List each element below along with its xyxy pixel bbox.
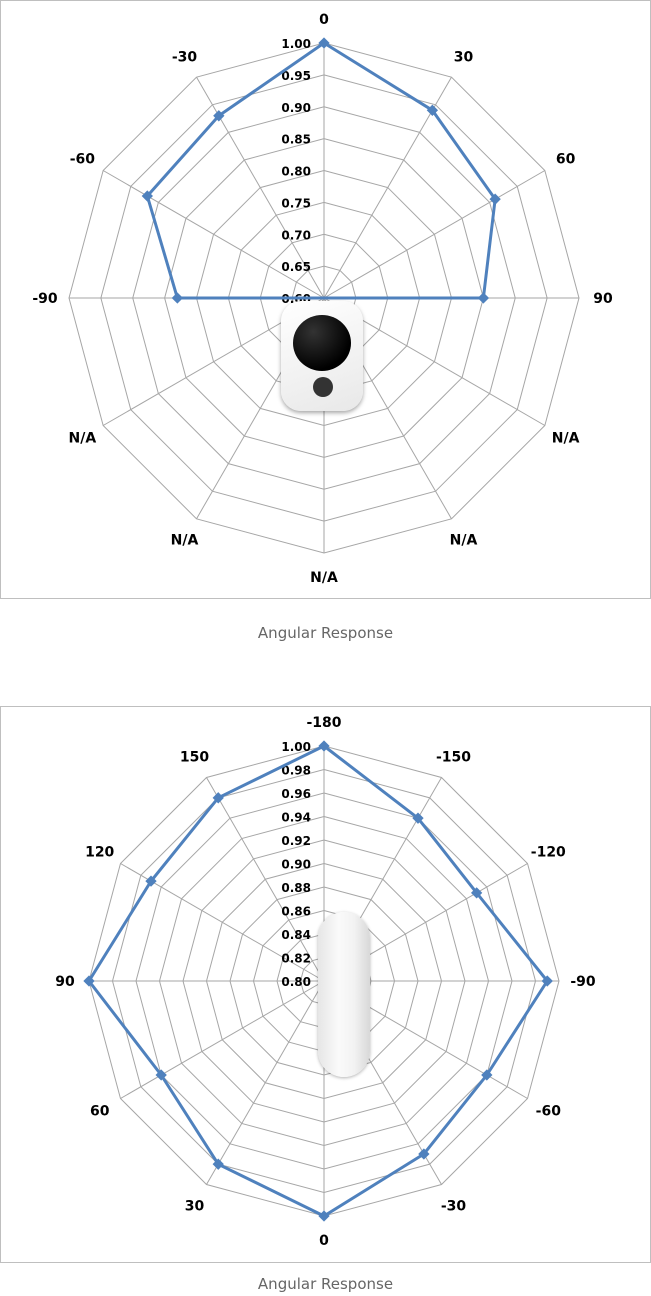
tick-label: 1.00 xyxy=(281,740,311,754)
axis-label: -30 xyxy=(441,1198,467,1214)
tick-label: 0.92 xyxy=(281,834,311,848)
data-point xyxy=(318,37,330,49)
chart-2-caption: Angular Response xyxy=(257,1275,394,1293)
grid-spoke xyxy=(323,76,452,299)
series-line xyxy=(145,41,497,300)
tick-label: 0.80 xyxy=(281,975,311,989)
data-point xyxy=(171,292,184,304)
device-button xyxy=(313,377,333,397)
tick-label: 0.84 xyxy=(281,928,311,942)
data-point xyxy=(318,1210,330,1222)
data-point xyxy=(141,190,153,202)
data-point xyxy=(541,975,553,987)
axis-label: -120 xyxy=(531,845,566,861)
data-point xyxy=(489,193,501,205)
tick-label: 0.98 xyxy=(281,764,311,778)
device-image-front xyxy=(281,301,363,411)
axis-label: -60 xyxy=(536,1104,562,1120)
axis-label: 120 xyxy=(85,845,114,861)
grid-spoke xyxy=(206,980,325,1185)
chart-1-caption: Angular Response xyxy=(257,624,394,642)
tick-label: 0.94 xyxy=(281,811,311,825)
data-point xyxy=(212,1158,224,1170)
axis-label: 60 xyxy=(556,152,576,168)
axis-label: -180 xyxy=(306,715,341,731)
tick-label: 0.95 xyxy=(281,69,311,83)
tick-label: 0.88 xyxy=(281,881,311,895)
axis-label: N/A xyxy=(69,431,97,447)
tick-label: 0.90 xyxy=(281,101,311,115)
data-point xyxy=(477,292,490,304)
tick-label: 0.75 xyxy=(281,196,311,210)
axis-label: 60 xyxy=(90,1104,110,1120)
radar-plot-1: 0306090N/AN/AN/AN/AN/A-90-60-300.600.650… xyxy=(32,12,613,586)
radar-plot-2: -180 -150 -120 -90 -60 -30 0 30 60 90 120 150 0.80 0.… xyxy=(55,715,596,1249)
axis-label: -60 xyxy=(70,152,96,168)
tick-label: 0.65 xyxy=(281,260,311,274)
axis-label: 30 xyxy=(185,1198,205,1214)
tick-label: 0.82 xyxy=(281,952,311,966)
grid-spoke xyxy=(120,980,325,1099)
axis-label: -90 xyxy=(32,291,58,307)
axis-label: -30 xyxy=(172,49,198,65)
data-point xyxy=(412,812,424,824)
tick-label: 0.96 xyxy=(281,787,311,801)
device-screen xyxy=(293,315,351,371)
device-image-side xyxy=(318,912,370,1077)
grid-spoke xyxy=(102,170,325,299)
data-point xyxy=(145,875,157,887)
data-point xyxy=(481,1069,493,1081)
axis-label: 90 xyxy=(593,291,613,307)
axis-label: 30 xyxy=(454,49,474,65)
tick-label: 0.80 xyxy=(281,165,311,179)
tick-label: 0.70 xyxy=(281,228,311,242)
radar-chart-1: 0 30 60 90 N/A N/A N/A N/A N/A -90 -60 -30 0.60 0.65 0… xyxy=(0,0,651,599)
tick-label: 1.00 xyxy=(281,37,311,51)
grid-spoke xyxy=(323,170,546,299)
data-point xyxy=(470,887,483,899)
axis-label: -150 xyxy=(436,750,471,766)
tick-label: 0.90 xyxy=(281,858,311,872)
axis-label: 0 xyxy=(319,1233,329,1249)
axis-label: N/A xyxy=(171,533,199,549)
axis-label: -90 xyxy=(570,974,596,990)
axis-label: 90 xyxy=(55,974,75,990)
axis-label: N/A xyxy=(552,431,580,447)
data-point xyxy=(418,1148,430,1160)
grid-spoke xyxy=(206,777,325,982)
tick-label: 0.86 xyxy=(281,905,311,919)
data-point xyxy=(155,1069,167,1081)
axis-label: N/A xyxy=(310,570,338,586)
axis-label: N/A xyxy=(450,533,478,549)
tick-label: 0.85 xyxy=(281,133,311,147)
axis-label: 0 xyxy=(319,12,329,28)
axis-label: 150 xyxy=(180,750,209,766)
